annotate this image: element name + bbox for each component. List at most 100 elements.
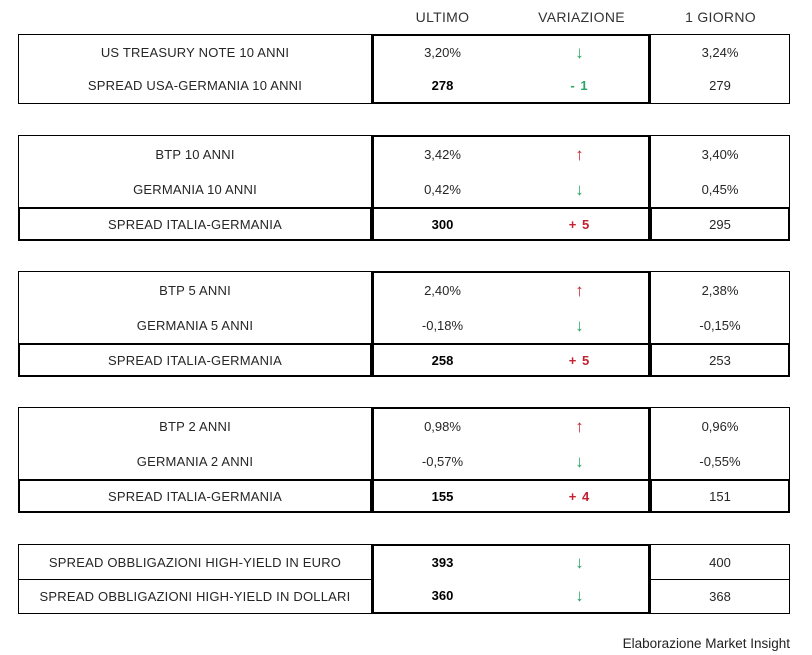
ultimo-cell: 393 (374, 555, 511, 570)
source-credit: Elaborazione Market Insight (622, 636, 790, 651)
variazione-cell: ↓ (511, 317, 648, 334)
variazione-cell: ↑ (511, 282, 648, 299)
label-column: SPREAD ITALIA-GERMANIA (18, 207, 372, 241)
data-rows-section: BTP 2 ANNI GERMANIA 2 ANNI 0,98% ↑ -0,57% ↓ 0,… (18, 407, 790, 479)
row-label-text: GERMANIA 5 ANNI (136, 317, 254, 333)
up-arrow-icon: ↑ (575, 145, 584, 164)
ultimo-value: 300 (431, 216, 454, 232)
ultimo-cell: 360 (374, 588, 511, 603)
ultimo-cell: -0,18% (374, 318, 511, 333)
ultimo-value: 278 (431, 78, 454, 93)
table-row-giorno: 0,96% (651, 409, 789, 444)
variazione-cell: ↓ (511, 587, 648, 604)
table-row-label: SPREAD ITALIA-GERMANIA (20, 209, 370, 239)
data-rows-section: US TREASURY NOTE 10 ANNI SPREAD USA-GERMA… (18, 34, 790, 104)
ultimo-value: 155 (431, 488, 454, 504)
table-row-values: 3,20% ↓ (374, 36, 648, 69)
ultimo-variazione-column: 0,98% ↑ -0,57% ↓ (372, 407, 650, 479)
row-label-text: GERMANIA 10 ANNI (133, 181, 257, 197)
ultimo-cell: 155 (374, 489, 511, 504)
ultimo-cell: 0,42% (374, 182, 511, 197)
ultimo-cell: 3,42% (374, 147, 511, 162)
ultimo-variazione-column: 258 + 5 (372, 343, 650, 377)
label-column: US TREASURY NOTE 10 ANNI SPREAD USA-GERMA… (18, 34, 372, 104)
table-row-giorno: -0,55% (651, 444, 789, 479)
table-row-values: 258 + 5 (374, 345, 648, 375)
table-row-values: -0,18% ↓ (374, 308, 648, 343)
variazione-cell: + 5 (511, 353, 648, 368)
ultimo-variazione-column: 155 + 4 (372, 479, 650, 513)
ultimo-variazione-column: 393 ↓ 360 ↓ (372, 544, 650, 614)
data-rows-section: BTP 10 ANNI GERMANIA 10 ANNI 3,42% ↑ 0,42% ↓ 3… (18, 135, 790, 207)
table-row-values: -0,57% ↓ (374, 444, 648, 479)
ultimo-value: 0,42% (424, 182, 461, 197)
table-row-giorno: -0,15% (651, 308, 789, 343)
ultimo-value: 258 (431, 352, 454, 368)
row-label-text: GERMANIA 2 ANNI (136, 453, 254, 469)
giorno-column: 253 (650, 343, 790, 377)
row-label-text: SPREAD OBBLIGAZIONI HIGH-YIELD IN EURO (48, 554, 342, 570)
table-row-values: 300 + 5 (374, 209, 648, 239)
table-row-giorno: 0,45% (651, 172, 789, 207)
ultimo-value: 3,42% (424, 147, 461, 162)
table-row-giorno: 368 (651, 578, 789, 613)
giorno-value: 279 (709, 78, 731, 93)
variazione-cell: ↑ (511, 146, 648, 163)
ultimo-variazione-column: 2,40% ↑ -0,18% ↓ (372, 271, 650, 343)
giorno-column: 151 (650, 479, 790, 513)
giorno-column: 2,38% -0,15% (650, 271, 790, 343)
spread-row-section: SPREAD ITALIA-GERMANIA 155 + 4 151 (18, 479, 790, 513)
table-row-label: GERMANIA 5 ANNI (19, 308, 371, 343)
variation-value: + 5 (568, 352, 591, 368)
table-row-values: 2,40% ↑ (374, 273, 648, 308)
ultimo-cell: 3,20% (374, 45, 511, 60)
table-row-values: 3,42% ↑ (374, 137, 648, 172)
giorno-value: 3,24% (701, 45, 739, 60)
bond-group-0: US TREASURY NOTE 10 ANNI SPREAD USA-GERMA… (18, 34, 790, 104)
ultimo-cell: 0,98% (374, 419, 511, 434)
giorno-column: 400 368 (650, 544, 790, 614)
table-row-values: 0,98% ↑ (374, 409, 648, 444)
table-row-label: SPREAD OBBLIGAZIONI HIGH-YIELD IN DOLLAR… (19, 578, 371, 613)
table-row-label: SPREAD ITALIA-GERMANIA (20, 345, 370, 375)
column-header-1-giorno: 1 GIORNO (685, 9, 756, 25)
ultimo-value: 0,98% (424, 419, 461, 434)
down-arrow-icon: ↓ (575, 180, 584, 199)
row-label-text: SPREAD ITALIA-GERMANIA (108, 216, 282, 232)
table-row-label: BTP 5 ANNI (19, 273, 371, 308)
variazione-cell: ↓ (511, 44, 648, 61)
spread-row-section: SPREAD ITALIA-GERMANIA 258 + 5 253 (18, 343, 790, 377)
ultimo-value: 3,20% (424, 45, 461, 60)
label-column: SPREAD ITALIA-GERMANIA (18, 343, 372, 377)
variazione-cell: - 1 (511, 78, 648, 93)
giorno-value: 0,45% (701, 181, 739, 197)
ultimo-variazione-column: 3,42% ↑ 0,42% ↓ (372, 135, 650, 207)
row-label-text: BTP 5 ANNI (159, 282, 231, 298)
ultimo-value: -0,57% (421, 454, 464, 469)
table-row-label: BTP 10 ANNI (19, 137, 371, 172)
row-label-text: BTP 10 ANNI (155, 146, 235, 162)
ultimo-value: 360 (431, 588, 454, 603)
bond-group-3: BTP 2 ANNI GERMANIA 2 ANNI 0,98% ↑ -0,57% ↓ 0,… (18, 407, 790, 513)
down-arrow-icon: ↓ (575, 553, 584, 572)
variation-value: + 5 (568, 216, 591, 232)
row-label-text: BTP 2 ANNI (159, 418, 231, 434)
table-row-values: 278 - 1 (374, 69, 648, 102)
label-column: BTP 2 ANNI GERMANIA 2 ANNI (18, 407, 372, 479)
giorno-value: 368 (709, 588, 731, 604)
column-header-ultimo: ULTIMO (415, 9, 470, 25)
down-arrow-icon: ↓ (575, 586, 584, 605)
table-row-values: 360 ↓ (374, 579, 648, 612)
giorno-value: 253 (709, 352, 731, 368)
down-arrow-icon: ↓ (575, 316, 584, 335)
variazione-cell: + 5 (511, 217, 648, 232)
giorno-value: 3,40% (701, 146, 739, 162)
table-row-giorno: 3,24% (651, 36, 789, 69)
up-arrow-icon: ↑ (575, 281, 584, 300)
ultimo-cell: 278 (374, 78, 511, 93)
data-rows-section: SPREAD OBBLIGAZIONI HIGH-YIELD IN EURO SP… (18, 544, 790, 614)
ultimo-cell: -0,57% (374, 454, 511, 469)
table-row-giorno: 2,38% (651, 273, 789, 308)
ultimo-variazione-column: 300 + 5 (372, 207, 650, 241)
